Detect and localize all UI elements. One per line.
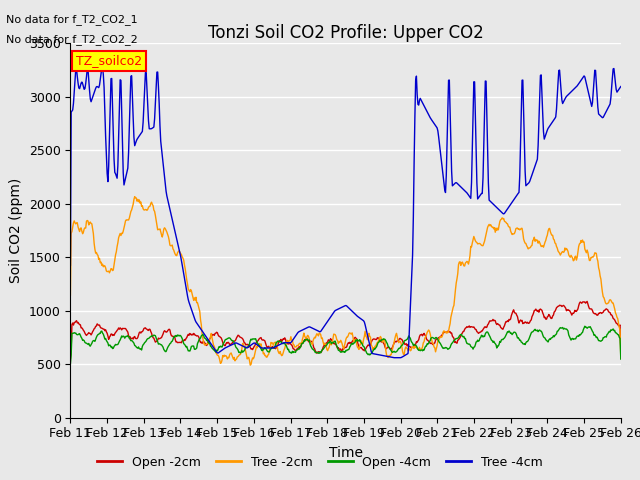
Tree -2cm xyxy=(134,196,141,202)
Open -2cm xyxy=(583,299,591,304)
Open -2cm xyxy=(413,339,420,345)
Tree -4cm xyxy=(390,355,398,360)
Line: Tree -4cm: Tree -4cm xyxy=(70,68,621,358)
Open -4cm xyxy=(581,324,589,329)
Title: Tonzi Soil CO2 Profile: Upper CO2: Tonzi Soil CO2 Profile: Upper CO2 xyxy=(208,24,483,42)
Tree -4cm xyxy=(67,262,74,268)
Open -2cm xyxy=(133,336,141,342)
Open -2cm xyxy=(189,332,196,338)
Open -4cm xyxy=(77,332,84,338)
Tree -2cm xyxy=(430,344,438,350)
Open -2cm xyxy=(218,337,226,343)
Open -2cm xyxy=(67,356,74,361)
Tree -2cm xyxy=(190,298,198,303)
Tree -4cm xyxy=(617,84,625,89)
Open -2cm xyxy=(429,341,436,347)
Line: Open -2cm: Open -2cm xyxy=(70,301,621,359)
Tree -2cm xyxy=(219,353,227,359)
Tree -4cm xyxy=(414,101,422,107)
Open -4cm xyxy=(133,345,141,350)
Text: TZ_soilco2: TZ_soilco2 xyxy=(76,54,142,67)
Tree -4cm xyxy=(430,120,438,126)
Tree -4cm xyxy=(219,347,227,352)
Tree -2cm xyxy=(246,362,254,368)
Text: No data for f_T2_CO2_2: No data for f_T2_CO2_2 xyxy=(6,34,138,45)
Tree -2cm xyxy=(617,355,625,361)
Open -4cm xyxy=(617,356,625,362)
Tree -2cm xyxy=(131,194,138,200)
Open -4cm xyxy=(413,343,420,349)
Open -4cm xyxy=(67,361,74,367)
Y-axis label: Soil CO2 (ppm): Soil CO2 (ppm) xyxy=(9,178,23,283)
Open -4cm xyxy=(429,335,436,340)
Tree -4cm xyxy=(134,135,141,141)
Tree -4cm xyxy=(98,65,106,71)
Open -4cm xyxy=(189,343,196,349)
Open -4cm xyxy=(218,344,226,350)
Legend: Open -2cm, Tree -2cm, Open -4cm, Tree -4cm: Open -2cm, Tree -2cm, Open -4cm, Tree -4… xyxy=(92,451,548,474)
Tree -2cm xyxy=(414,346,422,352)
Tree -2cm xyxy=(77,226,84,231)
Tree -4cm xyxy=(77,83,84,89)
Tree -2cm xyxy=(67,292,74,298)
Line: Tree -2cm: Tree -2cm xyxy=(70,197,621,365)
Open -2cm xyxy=(617,346,625,351)
Open -2cm xyxy=(77,322,84,328)
Text: No data for f_T2_CO2_1: No data for f_T2_CO2_1 xyxy=(6,14,138,25)
X-axis label: Time: Time xyxy=(328,446,363,460)
Line: Open -4cm: Open -4cm xyxy=(70,326,621,364)
Tree -4cm xyxy=(190,313,198,319)
